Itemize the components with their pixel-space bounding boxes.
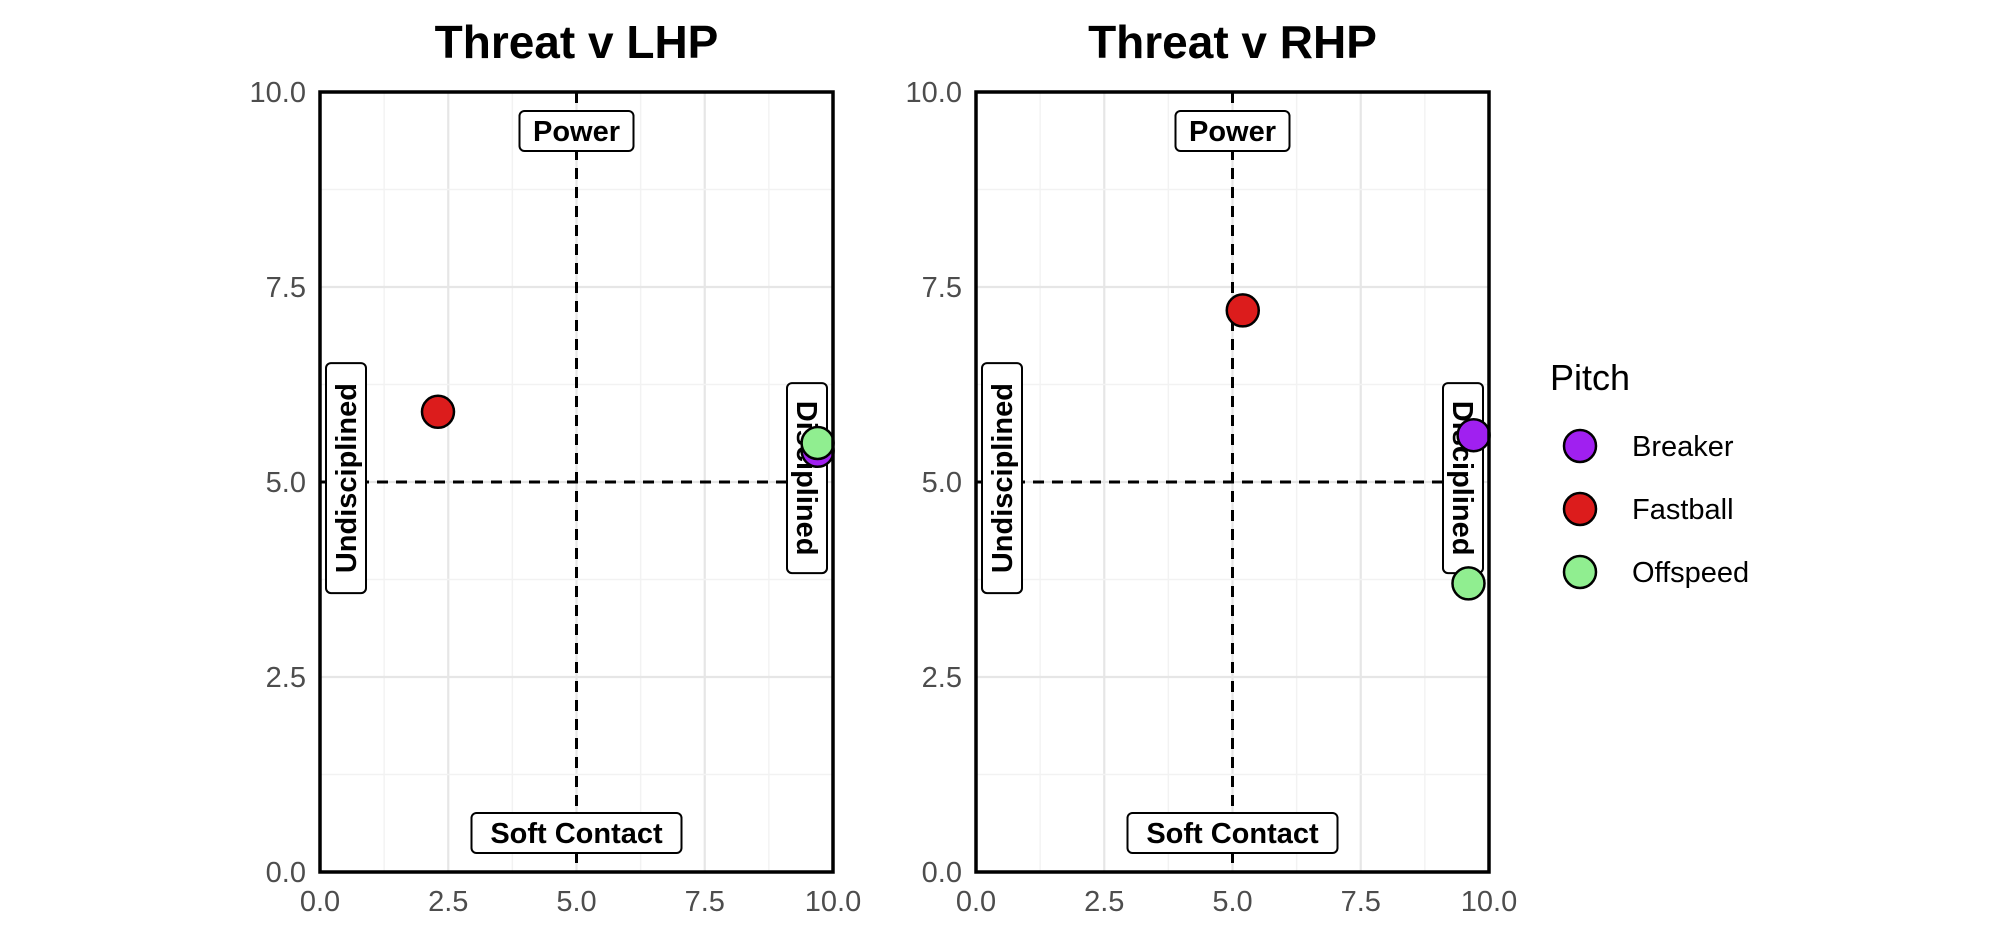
panel-lhp: Power Soft Contact Undisciplined Discipline… [250,16,862,918]
y-tick-label: 0.0 [266,857,306,889]
quadrant-label-left: Undisciplined [331,383,363,573]
legend-label-breaker: Breaker [1632,431,1734,463]
legend-swatch-breaker [1562,428,1598,464]
legend-label-offspeed: Offspeed [1632,557,1749,589]
legend-swatch-fastball [1562,491,1598,527]
y-tick-label: 7.5 [266,272,306,304]
quadrant-label-right-group: Disciplined [1442,382,1484,575]
x-tick-label: 5.0 [1212,886,1252,918]
x-tick-label: 2.5 [1084,886,1124,918]
quadrant-label-left-box [325,362,367,595]
quadrant-label-left-box [981,362,1023,595]
x-tick-label: 7.5 [685,886,725,918]
x-tick-label: 0.0 [956,886,996,918]
x-tick-label: 5.0 [556,886,596,918]
quadrant-label-bottom: Soft Contact [490,818,663,850]
quadrant-label-right: Disciplined [790,401,822,556]
quadrant-label-right-group: Disciplined [786,382,828,575]
legend-label-fastball: Fastball [1632,494,1734,526]
quadrant-label-bottom: Soft Contact [1146,818,1319,850]
quadrant-label-left-group: Undisciplined [325,362,367,595]
quadrant-label-left-group: Undisciplined [981,362,1023,595]
y-tick-label: 7.5 [922,272,962,304]
data-point-offspeed [1451,566,1486,601]
x-tick-label: 7.5 [1341,886,1381,918]
y-tick-label: 5.0 [922,467,962,499]
quadrant-label-left: Undisciplined [987,383,1019,573]
legend-swatch-offspeed [1562,554,1598,590]
data-point-offspeed [800,425,835,461]
y-tick-label: 0.0 [922,857,962,889]
x-tick-label: 2.5 [428,886,468,918]
quadrant-label-top-box [518,110,635,152]
quadrant-label-bottom-box [470,812,683,854]
quadrant-label-top: Power [533,116,620,148]
legend-title: Pitch [1550,357,1630,398]
x-tick-label: 0.0 [300,886,340,918]
y-tick-label: 2.5 [266,662,306,694]
quadrant-label-top: Power [1189,116,1276,148]
legend: Pitch Breaker Fastball Offspeed [1550,357,1749,590]
data-point-fastball [1225,293,1261,328]
panel-title: Threat v RHP [1088,16,1377,68]
x-tick-label: 10.0 [805,886,861,918]
y-tick-label: 2.5 [922,662,962,694]
y-tick-label: 10.0 [250,77,306,109]
quadrant-label-bottom-box [1126,812,1339,854]
x-tick-label: 10.0 [1461,886,1517,918]
quadrant-label-top-box [1174,110,1291,152]
panel-rhp: Power Soft Contact Undisciplined Discipline… [906,16,1518,918]
y-tick-label: 5.0 [266,467,306,499]
panel-border [318,90,835,874]
y-tick-label: 10.0 [906,77,962,109]
panel-border [974,90,1491,874]
data-point-fastball [420,394,456,430]
data-point-breaker [1456,417,1491,453]
panel-title: Threat v LHP [435,16,719,68]
